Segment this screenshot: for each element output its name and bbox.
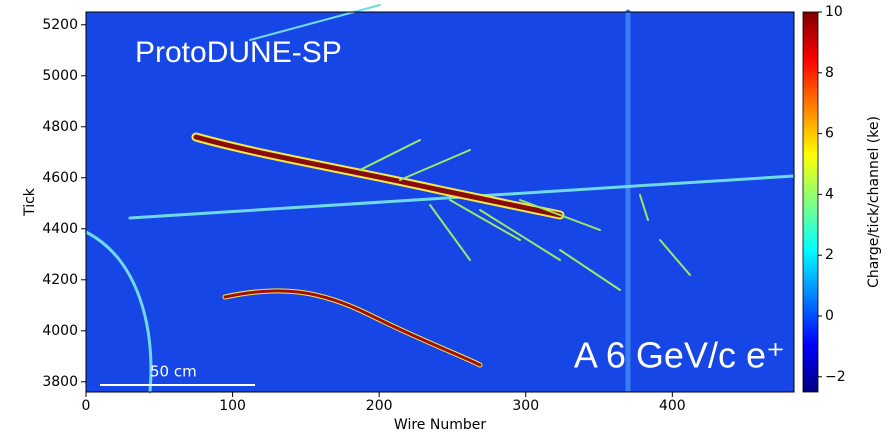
scale-bar-label: 50 cm [150, 363, 197, 381]
colorbar-tick-label: 0 [825, 308, 834, 324]
track [84, 230, 153, 394]
detector-label: ProtoDUNE-SP [135, 36, 342, 69]
colorbar-label: Charge/tick/channel (ke) [866, 116, 882, 288]
colorbar-tick-label: 4 [825, 186, 834, 202]
x-tick-label: 300 [512, 398, 539, 414]
y-tick-label: 5200 [42, 17, 78, 33]
x-tick-label: 0 [82, 398, 91, 414]
track [223, 289, 482, 367]
colorbar-tick-label: −2 [825, 369, 846, 385]
track [249, 4, 381, 41]
y-tick-label: 5000 [42, 68, 78, 84]
colorbar-tick-label: 6 [825, 126, 834, 142]
tracks [84, 4, 796, 395]
x-tick-label: 400 [659, 398, 686, 414]
shower-core [193, 134, 563, 218]
beam-label: A 6 GeV/c e⁺ [574, 335, 785, 376]
y-tick-label: 4800 [42, 119, 78, 135]
y-tick-label: 4000 [42, 323, 78, 339]
plot-frame [85, 11, 795, 393]
x-tick-label: 100 [219, 398, 246, 414]
x-tick-label: 200 [366, 398, 393, 414]
event-image [86, 12, 794, 392]
shower-branches [359, 139, 691, 291]
colorbar [802, 11, 819, 393]
y-tick-label: 4200 [42, 272, 78, 288]
colorbar-tick-label: 2 [825, 247, 834, 263]
y-tick-label: 3800 [42, 374, 78, 390]
x-axis-label: Wire Number [394, 417, 486, 433]
colorbar-tick-label: 10 [825, 4, 843, 20]
colorbar-tick-label: 8 [825, 65, 834, 81]
y-tick-label: 4600 [42, 170, 78, 186]
y-tick-label: 4400 [42, 221, 78, 237]
y-axis-label: Tick [22, 187, 38, 217]
